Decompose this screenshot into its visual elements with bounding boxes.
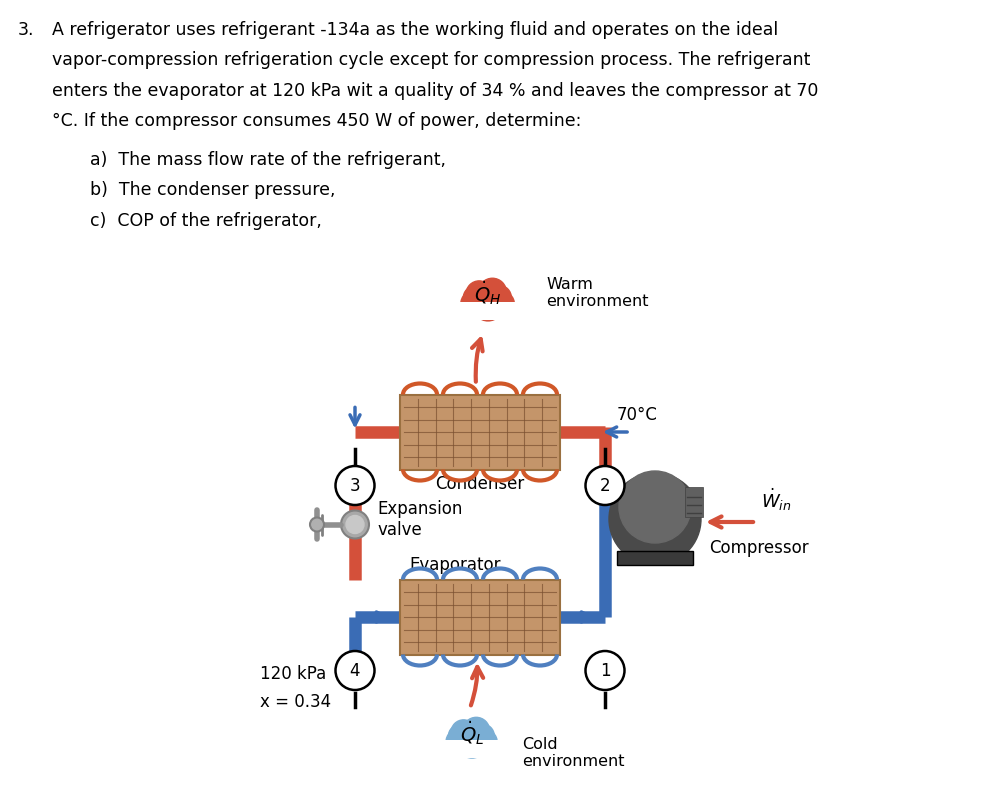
FancyBboxPatch shape	[685, 488, 703, 517]
Text: Expansion
valve: Expansion valve	[377, 500, 463, 538]
Circle shape	[472, 730, 497, 755]
Text: Cold
environment: Cold environment	[522, 736, 625, 768]
Circle shape	[472, 284, 504, 317]
Circle shape	[336, 651, 374, 691]
Circle shape	[487, 286, 511, 310]
Text: vapor-compression refrigeration cycle except for compression process. The refrig: vapor-compression refrigeration cycle ex…	[52, 51, 810, 70]
FancyBboxPatch shape	[400, 580, 560, 654]
Circle shape	[336, 467, 374, 505]
Circle shape	[463, 718, 490, 744]
Circle shape	[446, 729, 473, 755]
Circle shape	[458, 729, 487, 758]
Text: 70°C: 70°C	[617, 406, 658, 423]
FancyBboxPatch shape	[444, 740, 500, 758]
Text: Warm
environment: Warm environment	[546, 277, 648, 309]
Circle shape	[488, 292, 514, 318]
Text: $\dot{Q}_L$: $\dot{Q}_L$	[460, 718, 485, 746]
FancyBboxPatch shape	[617, 551, 693, 565]
Text: 120 kPa: 120 kPa	[260, 665, 327, 683]
Text: x = 0.34: x = 0.34	[260, 693, 331, 711]
Text: 4: 4	[350, 662, 360, 679]
Circle shape	[451, 720, 477, 745]
Text: 3: 3	[350, 477, 360, 495]
Text: a)  The mass flow rate of the refrigerant,: a) The mass flow rate of the refrigerant…	[90, 151, 446, 168]
Text: 1: 1	[600, 662, 611, 679]
Text: 3.: 3.	[18, 21, 35, 39]
Circle shape	[609, 473, 701, 565]
Circle shape	[449, 725, 471, 747]
Text: $\dot{Q}_H$: $\dot{Q}_H$	[475, 279, 501, 306]
Text: Evaporator: Evaporator	[409, 556, 500, 573]
FancyBboxPatch shape	[400, 395, 560, 470]
Circle shape	[466, 282, 493, 308]
Text: c)  COP of the refrigerator,: c) COP of the refrigerator,	[90, 212, 322, 229]
FancyBboxPatch shape	[458, 302, 518, 321]
Text: Compressor: Compressor	[709, 538, 808, 557]
Text: °C. If the compressor consumes 450 W of power, determine:: °C. If the compressor consumes 450 W of …	[52, 112, 581, 131]
Circle shape	[341, 511, 369, 539]
Circle shape	[619, 472, 691, 543]
Circle shape	[461, 291, 489, 319]
Circle shape	[473, 291, 503, 322]
Circle shape	[479, 279, 506, 307]
Text: b)  The condenser pressure,: b) The condenser pressure,	[90, 181, 336, 199]
Circle shape	[586, 467, 625, 505]
Circle shape	[586, 651, 625, 691]
Text: enters the evaporator at 120 kPa wit a quality of 34 % and leaves the compressor: enters the evaporator at 120 kPa wit a q…	[52, 82, 818, 100]
Circle shape	[464, 287, 487, 310]
Circle shape	[310, 518, 324, 532]
Circle shape	[456, 722, 488, 754]
Text: A refrigerator uses refrigerant -134a as the working fluid and operates on the i: A refrigerator uses refrigerant -134a as…	[52, 21, 779, 39]
Text: $\dot{W}_{in}$: $\dot{W}_{in}$	[761, 486, 791, 512]
Circle shape	[346, 516, 364, 534]
Circle shape	[471, 724, 495, 747]
Text: Condenser: Condenser	[435, 475, 524, 493]
Text: 2: 2	[600, 477, 611, 495]
